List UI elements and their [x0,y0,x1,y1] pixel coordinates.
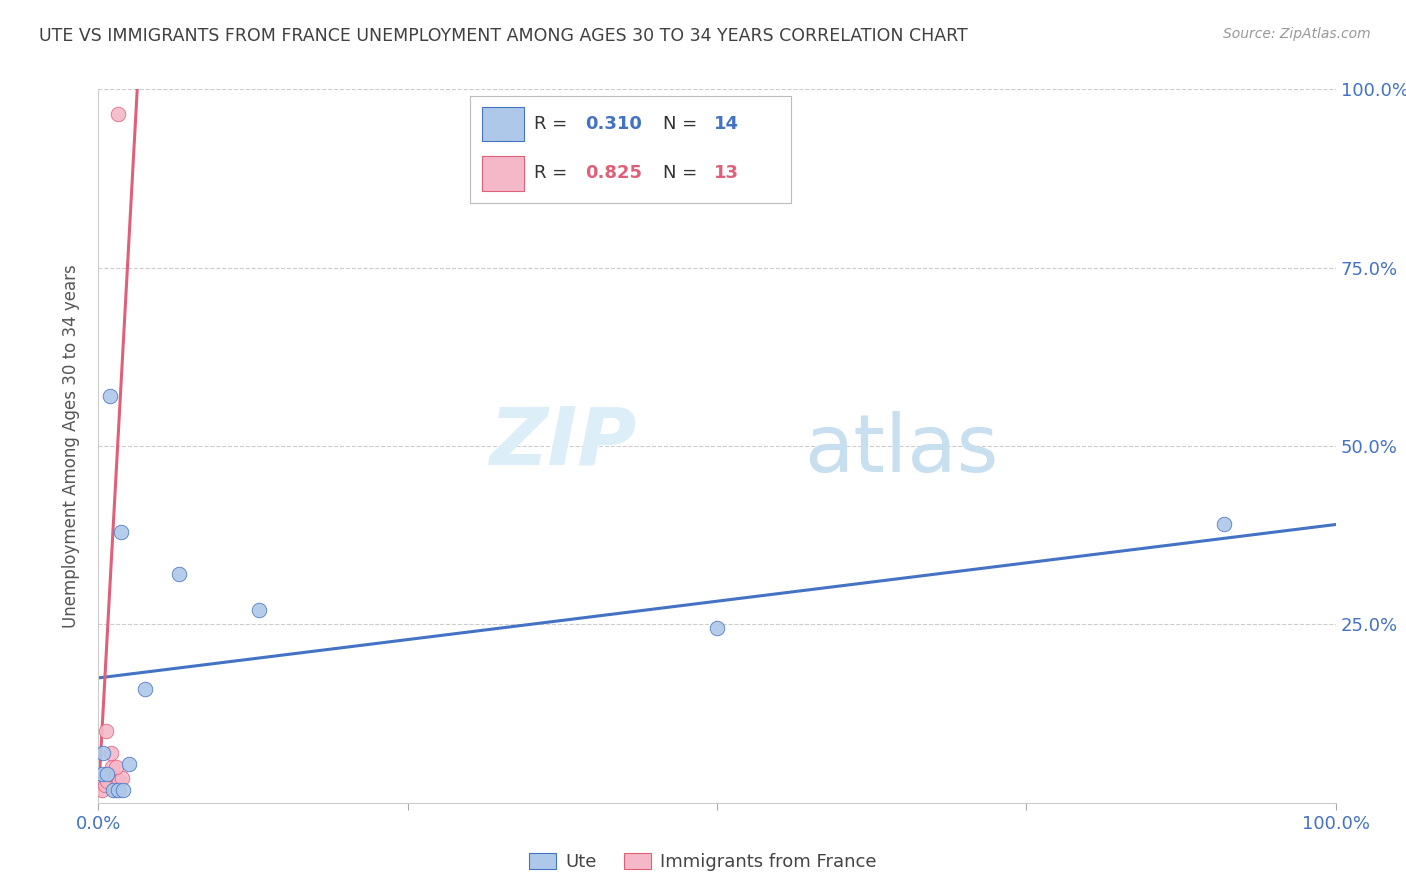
Text: ZIP: ZIP [489,403,637,482]
Point [108,774,131,789]
Point [101,760,124,774]
Point [1213,517,1236,532]
Point [167,567,190,582]
Point [91,767,114,781]
Point [93,778,115,792]
Point [91,783,114,797]
Point [110,524,132,539]
Point [105,778,128,792]
Text: UTE VS IMMIGRANTS FROM FRANCE UNEMPLOYMENT AMONG AGES 30 TO 34 YEARS CORRELATION: UTE VS IMMIGRANTS FROM FRANCE UNEMPLOYME… [39,27,969,45]
Legend: Ute, Immigrants from France: Ute, Immigrants from France [522,846,884,879]
Point [104,760,127,774]
Point [107,107,129,121]
Point [134,681,156,696]
Point [98,389,121,403]
Point [98,767,121,781]
Point [118,756,141,771]
Text: atlas: atlas [804,410,998,489]
Point [96,774,118,789]
Point [112,783,135,797]
Point [100,746,122,760]
Y-axis label: Unemployment Among Ages 30 to 34 years: Unemployment Among Ages 30 to 34 years [62,264,80,628]
Point [93,746,115,760]
Point [103,783,125,797]
Point [103,783,125,797]
Point [94,724,117,739]
Point [247,603,270,617]
Point [111,771,134,785]
Point [706,621,728,635]
Point [96,767,118,781]
Point [107,783,129,797]
Text: Source: ZipAtlas.com: Source: ZipAtlas.com [1223,27,1371,41]
